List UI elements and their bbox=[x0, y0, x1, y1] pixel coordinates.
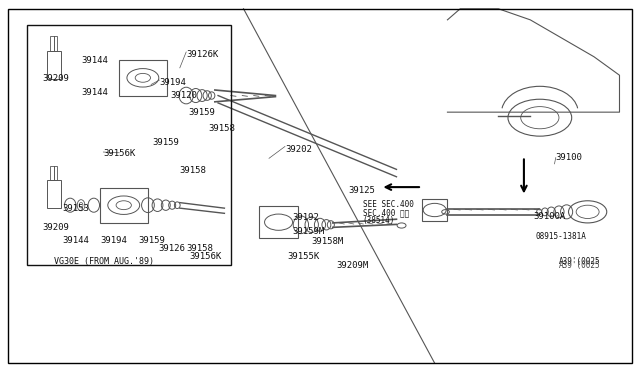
Text: 39126K: 39126K bbox=[186, 51, 218, 60]
Text: 39158: 39158 bbox=[180, 166, 207, 174]
Text: 39156K: 39156K bbox=[189, 252, 221, 262]
Text: 39100: 39100 bbox=[556, 153, 582, 162]
Text: A39'(0025: A39'(0025 bbox=[559, 261, 600, 270]
Bar bbox=[259, 206, 298, 238]
Polygon shape bbox=[447, 9, 620, 112]
Text: 39125: 39125 bbox=[349, 186, 376, 195]
Bar bbox=[50, 36, 57, 51]
Text: SEC.400 参照: SEC.400 参照 bbox=[363, 208, 409, 217]
Text: 39144: 39144 bbox=[81, 56, 108, 65]
Text: 39158: 39158 bbox=[209, 124, 236, 133]
Bar bbox=[422, 199, 447, 221]
Bar bbox=[119, 61, 167, 96]
Text: A39'(0025: A39'(0025 bbox=[559, 257, 600, 266]
Text: 39120: 39120 bbox=[170, 91, 197, 100]
Text: (38514): (38514) bbox=[363, 216, 395, 225]
Text: 39202: 39202 bbox=[285, 145, 312, 154]
Text: SEE SEC.400: SEE SEC.400 bbox=[363, 200, 413, 209]
Text: VG30E (FROM AUG.'89): VG30E (FROM AUG.'89) bbox=[54, 257, 154, 266]
Text: 39209: 39209 bbox=[43, 74, 70, 83]
Text: 39156K: 39156K bbox=[103, 149, 136, 158]
Text: 39194: 39194 bbox=[100, 236, 127, 245]
Text: 39144: 39144 bbox=[62, 236, 89, 245]
Bar bbox=[27, 25, 231, 265]
Text: 39100A: 39100A bbox=[534, 212, 566, 221]
Bar bbox=[100, 188, 148, 223]
Text: 39209: 39209 bbox=[43, 223, 70, 232]
Text: 39209M: 39209M bbox=[336, 261, 368, 270]
Bar bbox=[50, 166, 57, 180]
Bar bbox=[47, 51, 61, 79]
Text: 39159M: 39159M bbox=[292, 227, 325, 235]
Text: 39158: 39158 bbox=[186, 244, 213, 253]
Text: 08915-1381A: 08915-1381A bbox=[536, 232, 586, 241]
Bar bbox=[47, 180, 61, 208]
Text: 39159: 39159 bbox=[188, 108, 215, 117]
Text: 39194: 39194 bbox=[159, 78, 186, 87]
Text: 39159: 39159 bbox=[138, 236, 165, 245]
Text: 39144: 39144 bbox=[81, 88, 108, 97]
Text: 39126: 39126 bbox=[159, 244, 186, 253]
Text: 39153: 39153 bbox=[62, 203, 89, 213]
Text: 39158M: 39158M bbox=[312, 237, 344, 246]
Text: 39192: 39192 bbox=[292, 213, 319, 222]
Text: 39155K: 39155K bbox=[287, 251, 319, 261]
Text: 39159: 39159 bbox=[152, 138, 179, 147]
